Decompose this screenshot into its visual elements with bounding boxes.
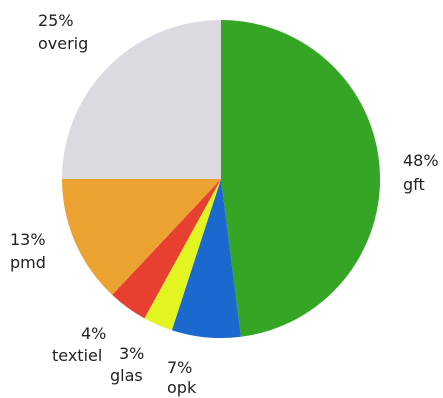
slice-percent-label: 13% xyxy=(10,230,46,249)
pie-slice-textiel xyxy=(112,179,221,319)
slice-name-label: glas xyxy=(110,366,143,385)
label-gft: 48% gft xyxy=(403,151,439,194)
slice-percent-label: 25% xyxy=(38,11,74,30)
slice-name-label: opk xyxy=(167,378,197,397)
pie-slices xyxy=(62,19,381,339)
pie-slice-overig xyxy=(62,20,221,179)
slice-percent-label: 48% xyxy=(403,151,439,170)
slice-percent-label: 7% xyxy=(167,358,192,377)
slice-name-label: textiel xyxy=(52,346,102,365)
slice-name-label: overig xyxy=(38,34,88,53)
pie-slice-opk xyxy=(171,179,241,339)
slice-name-label: gft xyxy=(403,175,425,194)
pie-slice-gft xyxy=(221,19,381,337)
label-pmd: 13% pmd xyxy=(10,230,46,272)
slice-name-label: pmd xyxy=(10,253,46,272)
pie-slice-glas xyxy=(144,179,221,331)
slice-percent-label: 4% xyxy=(81,324,106,343)
slice-percent-label: 3% xyxy=(119,344,144,363)
pie-slice-pmd xyxy=(62,179,221,295)
label-textiel: 4% textiel xyxy=(52,324,106,365)
label-glas: 3% glas xyxy=(110,344,144,385)
label-opk: 7% opk xyxy=(167,358,197,397)
label-overig: 25% overig xyxy=(38,11,88,53)
